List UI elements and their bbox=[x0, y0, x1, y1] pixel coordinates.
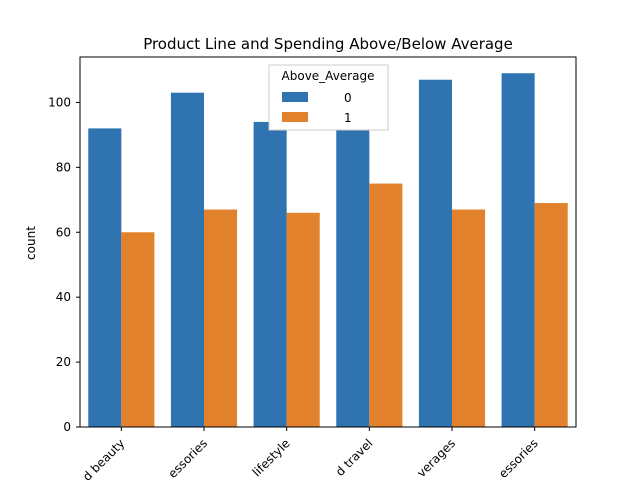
legend-swatch-1 bbox=[282, 112, 308, 122]
legend-items: 01 bbox=[282, 91, 352, 125]
bar-series-1-2 bbox=[204, 209, 238, 427]
y-tick-label-3: 40 bbox=[56, 290, 71, 304]
plot-area: 0 20 40 60 80 100 d beauty essories lifestyle d t… bbox=[48, 56, 577, 480]
y-tick-label-1: 0 bbox=[63, 420, 71, 434]
legend-swatch-0 bbox=[282, 92, 308, 102]
bar-series-0-3 bbox=[253, 121, 287, 427]
bar-series-1-3 bbox=[286, 212, 320, 427]
legend-label-1: 1 bbox=[344, 111, 352, 125]
chart-title: Product Line and Spending Above/Below Av… bbox=[143, 35, 513, 53]
x-tick-label-3: lifestyle bbox=[250, 436, 293, 479]
legend-title: Above_Average bbox=[282, 69, 375, 83]
x-tick-label-1: d beauty bbox=[80, 436, 128, 480]
legend: Above_Average 01 bbox=[268, 64, 389, 131]
bar-series-0-5 bbox=[418, 79, 452, 427]
y-tick-label-2: 20 bbox=[56, 355, 71, 369]
legend-label-0: 0 bbox=[344, 91, 352, 105]
y-tick-label-6: 100 bbox=[48, 95, 71, 109]
bar-series-1-5 bbox=[452, 209, 486, 427]
y-tick-label-5: 80 bbox=[56, 160, 71, 174]
plot-frame bbox=[79, 56, 577, 428]
bar-series-1-6 bbox=[534, 203, 568, 427]
y-axis-label: count bbox=[24, 226, 38, 260]
bar-series-0-1 bbox=[88, 128, 122, 427]
x-tick-label-2: essories bbox=[165, 436, 210, 480]
x-tick-label-6: essories bbox=[496, 436, 541, 480]
bar-series-0-4 bbox=[336, 125, 370, 427]
bar-series-1-1 bbox=[121, 232, 155, 427]
bar-series-1-4 bbox=[369, 183, 403, 427]
bar-series-0-6 bbox=[501, 73, 535, 427]
x-tick-label-5: verages bbox=[414, 436, 458, 480]
bar-series-0-2 bbox=[170, 92, 204, 427]
x-tick-label-4: d travel bbox=[333, 436, 376, 479]
y-tick-label-4: 60 bbox=[56, 225, 71, 239]
